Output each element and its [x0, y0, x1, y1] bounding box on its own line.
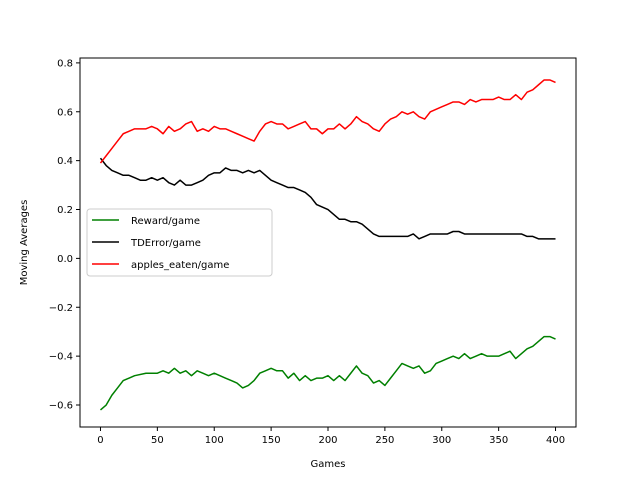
- x-tick-label: 150: [262, 435, 281, 446]
- y-tick-label: 0.4: [57, 156, 73, 167]
- y-tick-label: −0.2: [49, 303, 73, 314]
- legend-label-reward: Reward/game: [131, 216, 200, 227]
- y-tick-label: 0.0: [57, 254, 73, 265]
- x-tick-label: 350: [489, 435, 508, 446]
- y-tick-label: 0.6: [57, 107, 73, 118]
- legend-label-apples: apples_eaten/game: [131, 260, 229, 271]
- y-tick-label: −0.6: [49, 401, 73, 412]
- legend: Reward/game TDError/game apples_eaten/ga…: [86, 208, 273, 277]
- y-axis-ticks: −0.6 −0.4 −0.2 0.0 0.2 0.4 0.6 0.8: [49, 58, 80, 412]
- x-axis-ticks: 0 50 100 150 200 250 300 350 400: [97, 427, 565, 446]
- x-tick-label: 250: [375, 435, 394, 446]
- x-tick-label: 50: [151, 435, 164, 446]
- series-apples-line: [99, 79, 556, 164]
- y-axis-label: Moving Averages: [19, 200, 30, 286]
- x-tick-label: 0: [97, 435, 103, 446]
- x-axis-label: Games: [311, 459, 346, 470]
- y-tick-label: −0.4: [49, 352, 73, 363]
- series-reward-line: [99, 335, 556, 411]
- x-tick-label: 200: [318, 435, 337, 446]
- series-layer: [99, 79, 556, 411]
- y-tick-label: 0.8: [57, 58, 73, 69]
- series-tderror-line: [99, 157, 556, 240]
- legend-box: [86, 208, 273, 277]
- x-tick-label: 400: [546, 435, 565, 446]
- x-tick-label: 100: [205, 435, 224, 446]
- y-tick-label: 0.2: [57, 205, 73, 216]
- legend-label-tderror: TDError/game: [130, 238, 201, 249]
- x-tick-label: 300: [432, 435, 451, 446]
